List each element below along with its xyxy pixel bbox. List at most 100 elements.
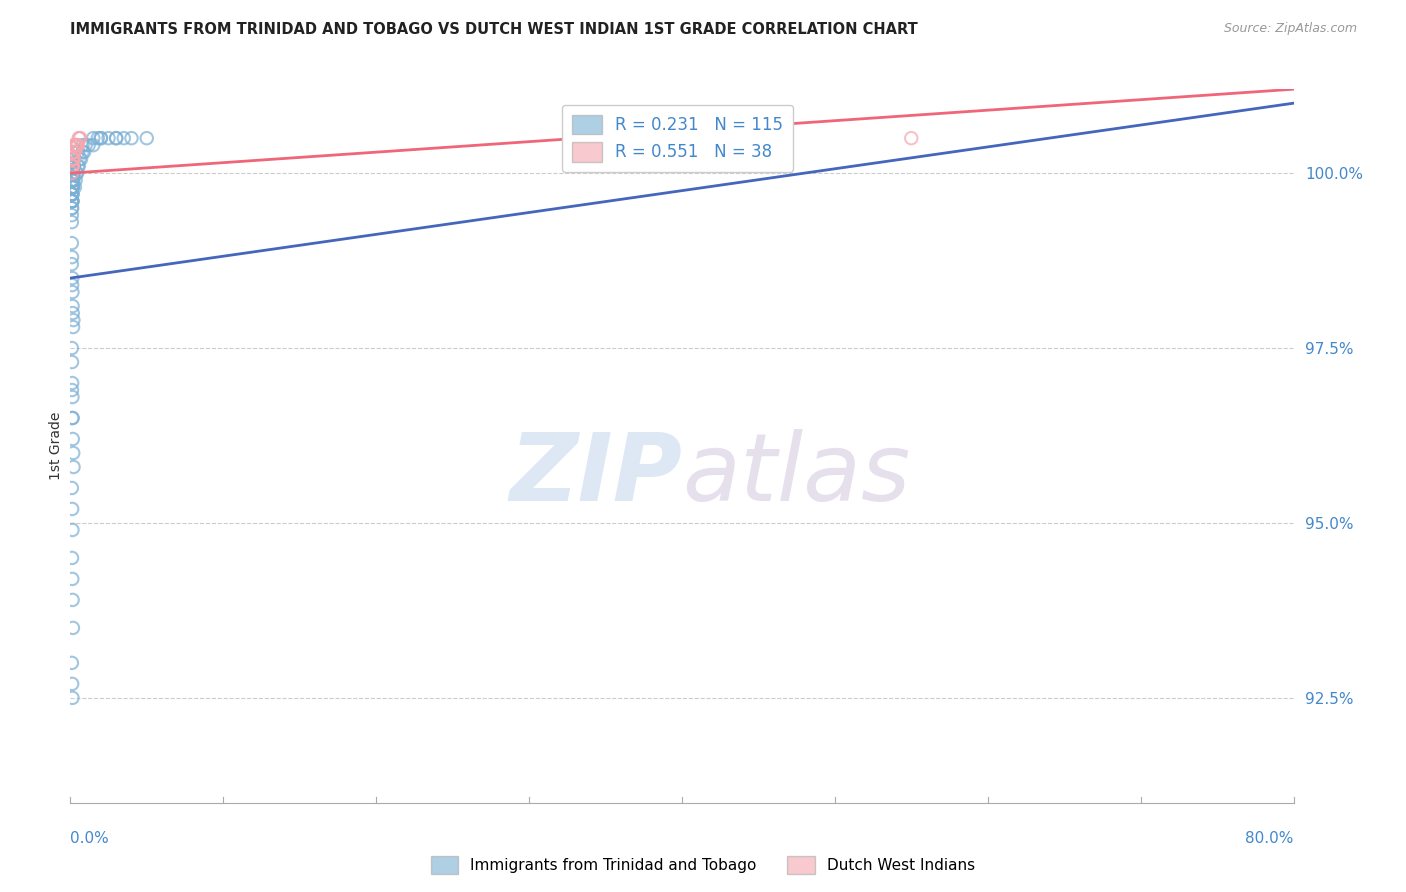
Point <box>77 138 100 153</box>
Point <box>62 152 84 166</box>
Point <box>60 194 83 208</box>
Point <box>62 166 84 180</box>
Point <box>62 159 84 173</box>
Point <box>60 572 83 586</box>
Point <box>66 138 89 153</box>
Legend: Immigrants from Trinidad and Tobago, Dutch West Indians: Immigrants from Trinidad and Tobago, Dut… <box>425 850 981 880</box>
Point <box>62 690 84 705</box>
Point <box>62 523 84 537</box>
Point <box>62 432 84 446</box>
Point <box>63 152 86 166</box>
Point <box>62 166 84 180</box>
Point <box>62 159 84 173</box>
Point <box>62 152 84 166</box>
Point <box>62 180 84 194</box>
Point <box>97 131 120 145</box>
Point <box>62 593 84 607</box>
Point <box>60 173 83 187</box>
Point <box>62 390 84 404</box>
Point <box>66 159 89 173</box>
Point <box>62 180 84 194</box>
Point <box>63 145 86 160</box>
Text: 0.0%: 0.0% <box>70 831 110 847</box>
Point <box>82 138 104 153</box>
Point <box>62 166 84 180</box>
Point <box>60 201 83 215</box>
Point <box>105 131 128 145</box>
Point <box>73 145 96 160</box>
Point <box>75 138 97 153</box>
Point <box>62 411 84 425</box>
Point <box>87 131 110 145</box>
Point <box>62 313 84 327</box>
Point <box>62 152 84 166</box>
Point <box>65 173 87 187</box>
Point <box>63 152 86 166</box>
Point <box>65 138 87 153</box>
Point <box>65 138 87 153</box>
Point <box>62 166 84 180</box>
Point <box>60 236 83 251</box>
Point <box>62 166 84 180</box>
Point <box>62 285 84 299</box>
Point <box>62 145 84 160</box>
Point <box>63 145 86 160</box>
Text: Source: ZipAtlas.com: Source: ZipAtlas.com <box>1223 22 1357 36</box>
Point <box>66 138 89 153</box>
Point <box>63 145 86 160</box>
Point <box>62 166 84 180</box>
Point <box>62 152 84 166</box>
Point <box>105 131 128 145</box>
Point <box>82 131 104 145</box>
Point <box>63 145 86 160</box>
Point <box>60 376 83 390</box>
Point <box>70 152 93 166</box>
Point <box>121 131 143 145</box>
Point <box>60 159 83 173</box>
Point <box>900 131 922 145</box>
Point <box>62 166 84 180</box>
Point <box>60 411 83 425</box>
Point <box>62 145 84 160</box>
Point <box>62 159 84 173</box>
Point <box>60 383 83 397</box>
Point <box>72 145 94 160</box>
Point <box>60 656 83 670</box>
Point <box>62 306 84 320</box>
Point <box>60 166 83 180</box>
Point <box>60 550 83 565</box>
Point <box>62 152 84 166</box>
Point <box>62 180 84 194</box>
Point <box>62 159 84 173</box>
Point <box>62 159 84 173</box>
Point <box>62 194 84 208</box>
Point <box>62 152 84 166</box>
Point <box>62 159 84 173</box>
Point <box>65 166 87 180</box>
Point <box>62 166 84 180</box>
Point <box>60 278 83 293</box>
Point <box>60 677 83 691</box>
Point <box>62 152 84 166</box>
Point <box>60 341 83 355</box>
Point <box>62 152 84 166</box>
Point <box>63 145 86 160</box>
Point <box>62 180 84 194</box>
Point <box>60 481 83 495</box>
Point <box>62 173 84 187</box>
Point <box>69 131 91 145</box>
Point <box>62 159 84 173</box>
Point <box>63 159 86 173</box>
Point <box>62 145 84 160</box>
Point <box>62 159 84 173</box>
Point <box>62 187 84 202</box>
Y-axis label: 1st Grade: 1st Grade <box>49 412 63 480</box>
Point <box>62 159 84 173</box>
Text: atlas: atlas <box>682 429 910 520</box>
Point <box>63 159 86 173</box>
Point <box>65 138 87 153</box>
Point <box>72 138 94 153</box>
Point <box>60 159 83 173</box>
Point <box>60 187 83 202</box>
Point <box>62 180 84 194</box>
